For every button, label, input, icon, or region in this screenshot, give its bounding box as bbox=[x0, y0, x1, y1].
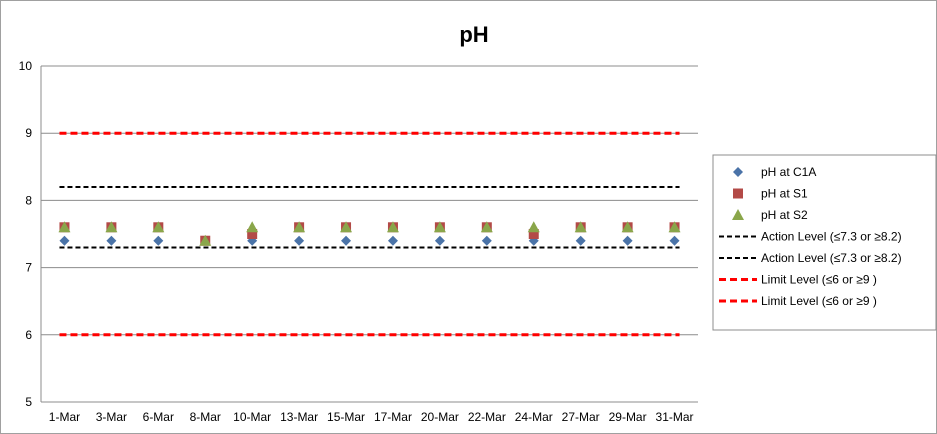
legend-marker bbox=[732, 209, 744, 220]
point-diamond bbox=[481, 235, 492, 246]
point-square bbox=[247, 229, 258, 239]
y-tick-label: 5 bbox=[25, 395, 32, 409]
point-triangle bbox=[668, 221, 681, 233]
point-diamond bbox=[341, 235, 352, 246]
point-diamond bbox=[387, 235, 398, 246]
legend-marker bbox=[733, 188, 743, 199]
x-tick-label: 17-Mar bbox=[374, 410, 412, 424]
point-triangle bbox=[246, 221, 259, 233]
point-triangle bbox=[199, 234, 212, 246]
point-triangle bbox=[58, 221, 71, 233]
legend-label: pH at C1A bbox=[761, 165, 816, 179]
x-tick-label: 10-Mar bbox=[233, 410, 271, 424]
point-diamond bbox=[434, 235, 445, 246]
y-tick-label: 10 bbox=[19, 59, 33, 73]
point-triangle bbox=[480, 221, 493, 233]
legend-label: pH at S1 bbox=[761, 187, 808, 201]
x-tick-label: 29-Mar bbox=[609, 410, 647, 424]
legend-marker bbox=[733, 167, 743, 177]
point-triangle bbox=[152, 221, 165, 233]
chart-title: pH bbox=[459, 22, 488, 47]
point-triangle bbox=[105, 221, 118, 233]
legend-label: Action Level (≤7.3 or ≥8.2) bbox=[761, 251, 902, 265]
point-triangle bbox=[574, 221, 587, 233]
x-tick-label: 6-Mar bbox=[143, 410, 174, 424]
legend-box bbox=[712, 154, 937, 331]
point-triangle bbox=[293, 221, 306, 233]
point-triangle bbox=[527, 221, 540, 233]
y-tick-label: 9 bbox=[25, 126, 32, 140]
legend-label: Limit Level (≤6 or ≥9 ) bbox=[761, 273, 877, 287]
x-tick-label: 22-Mar bbox=[468, 410, 506, 424]
point-triangle bbox=[386, 221, 399, 233]
y-tick-label: 6 bbox=[25, 328, 32, 342]
x-tick-label: 8-Mar bbox=[190, 410, 221, 424]
point-triangle bbox=[340, 221, 353, 233]
x-tick-label: 20-Mar bbox=[421, 410, 459, 424]
x-tick-label: 27-Mar bbox=[562, 410, 600, 424]
y-tick-label: 8 bbox=[25, 193, 32, 207]
point-diamond bbox=[59, 235, 70, 246]
point-diamond bbox=[669, 235, 680, 246]
x-tick-label: 31-Mar bbox=[656, 410, 694, 424]
legend-label: Limit Level (≤6 or ≥9 ) bbox=[761, 294, 877, 308]
x-tick-label: 1-Mar bbox=[49, 410, 80, 424]
y-tick-label: 7 bbox=[25, 261, 32, 275]
legend-label: pH at S2 bbox=[761, 208, 808, 222]
point-square bbox=[528, 229, 539, 239]
point-diamond bbox=[106, 235, 117, 246]
x-tick-label: 3-Mar bbox=[96, 410, 127, 424]
legend-label: Action Level (≤7.3 or ≥8.2) bbox=[761, 230, 902, 244]
x-tick-label: 13-Mar bbox=[280, 410, 318, 424]
point-diamond bbox=[294, 235, 305, 246]
x-tick-label: 15-Mar bbox=[327, 410, 365, 424]
point-triangle bbox=[433, 221, 446, 233]
point-triangle bbox=[621, 221, 634, 233]
x-tick-label: 24-Mar bbox=[515, 410, 553, 424]
point-diamond bbox=[153, 235, 164, 246]
point-diamond bbox=[575, 235, 586, 246]
point-diamond bbox=[622, 235, 633, 246]
